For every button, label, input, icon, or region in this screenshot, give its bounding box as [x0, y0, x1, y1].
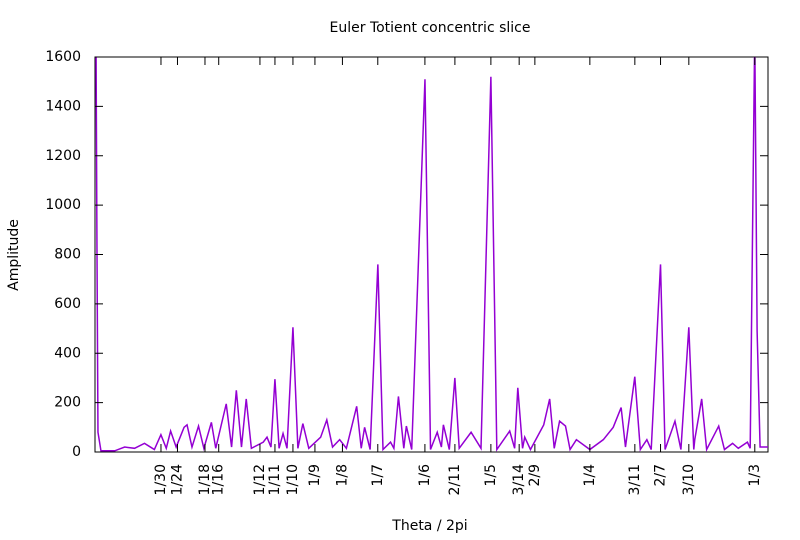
x-tick-label: 3/14 [511, 464, 527, 496]
y-tick-label: 200 [54, 395, 81, 411]
y-tick-label: 800 [54, 247, 81, 263]
x-tick-label: 3/11 [627, 464, 643, 495]
y-tick-label: 0 [72, 444, 81, 460]
x-tick-label: 1/16 [211, 464, 227, 496]
x-tick-label: 1/5 [483, 464, 499, 487]
x-tick-label: 1/4 [582, 464, 598, 487]
x-tick-label: 1/6 [417, 464, 433, 487]
y-axis-label: Amplitude [6, 219, 22, 291]
chart-title: Euler Totient concentric slice [330, 20, 531, 36]
x-tick-label: 2/9 [527, 464, 543, 487]
x-axis-label: Theta / 2pi [391, 518, 467, 534]
data-line [95, 57, 768, 452]
x-tick-label: 1/18 [197, 464, 213, 495]
y-tick-label: 600 [54, 296, 81, 312]
x-tick-label: 1/12 [252, 464, 268, 495]
x-tick-label: 2/7 [653, 464, 669, 487]
plot-border [94, 56, 769, 453]
x-tick-label: 1/10 [285, 464, 301, 495]
y-tick-label: 1400 [45, 98, 81, 114]
y-tick-label: 400 [54, 345, 81, 361]
x-tick-label: 3/10 [681, 464, 697, 495]
x-tick-label: 1/3 [747, 464, 763, 487]
y-tick-label: 1600 [45, 49, 81, 65]
x-tick-label: 2/11 [447, 464, 463, 495]
y-tick-label: 1000 [45, 197, 81, 213]
x-tick-label: 1/24 [169, 464, 185, 496]
x-tick-label: 1/8 [334, 464, 350, 487]
x-tick-label: 1/30 [153, 464, 169, 495]
x-tick-label: 1/9 [307, 464, 323, 487]
x-tick-label: 1/7 [370, 464, 386, 487]
plot-area [95, 57, 768, 452]
y-tick-label: 1200 [45, 148, 81, 164]
x-tick-label: 1/11 [267, 464, 283, 495]
